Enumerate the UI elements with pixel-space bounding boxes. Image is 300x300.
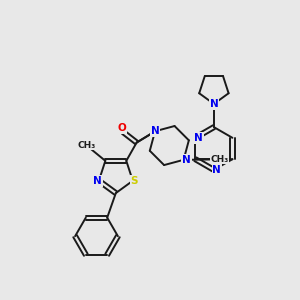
Text: S: S: [130, 176, 138, 186]
Text: N: N: [93, 176, 102, 186]
Text: CH₃: CH₃: [77, 141, 96, 150]
Text: CH₃: CH₃: [211, 155, 229, 164]
Text: N: N: [182, 155, 191, 165]
Text: N: N: [151, 126, 159, 136]
Text: N: N: [212, 165, 221, 175]
Text: O: O: [117, 123, 126, 133]
Text: N: N: [194, 133, 203, 143]
Text: N: N: [209, 99, 218, 109]
